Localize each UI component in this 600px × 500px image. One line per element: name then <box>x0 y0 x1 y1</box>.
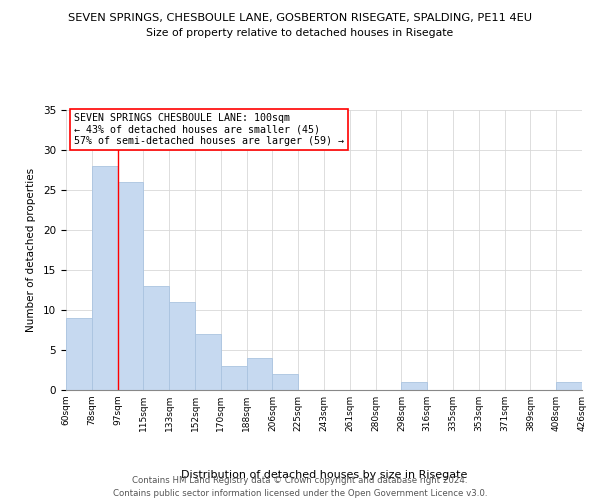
Bar <box>247 358 272 390</box>
Bar <box>66 318 92 390</box>
Bar <box>169 302 195 390</box>
Bar <box>195 334 221 390</box>
Bar <box>92 166 118 390</box>
Bar <box>272 374 298 390</box>
Bar <box>556 382 582 390</box>
Text: SEVEN SPRINGS, CHESBOULE LANE, GOSBERTON RISEGATE, SPALDING, PE11 4EU: SEVEN SPRINGS, CHESBOULE LANE, GOSBERTON… <box>68 12 532 22</box>
Bar <box>401 382 427 390</box>
Text: Contains HM Land Registry data © Crown copyright and database right 2024.: Contains HM Land Registry data © Crown c… <box>132 476 468 485</box>
Bar <box>221 366 247 390</box>
Text: Contains public sector information licensed under the Open Government Licence v3: Contains public sector information licen… <box>113 489 487 498</box>
Bar <box>143 286 169 390</box>
Y-axis label: Number of detached properties: Number of detached properties <box>26 168 36 332</box>
Bar <box>118 182 143 390</box>
Text: SEVEN SPRINGS CHESBOULE LANE: 100sqm
← 43% of detached houses are smaller (45)
5: SEVEN SPRINGS CHESBOULE LANE: 100sqm ← 4… <box>74 113 344 146</box>
Text: Size of property relative to detached houses in Risegate: Size of property relative to detached ho… <box>146 28 454 38</box>
X-axis label: Distribution of detached houses by size in Risegate: Distribution of detached houses by size … <box>181 470 467 480</box>
